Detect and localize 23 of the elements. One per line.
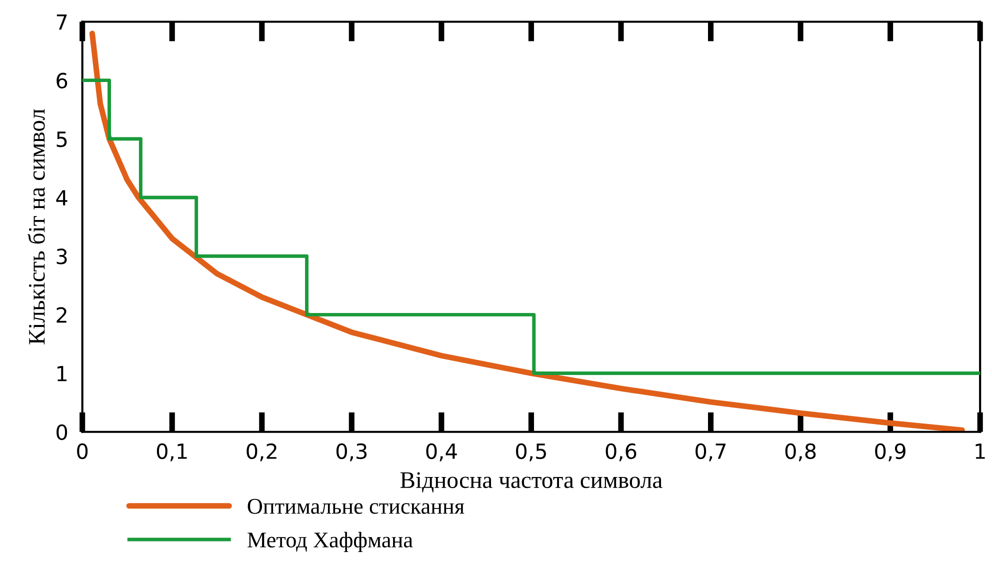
legend-label: Оптимальне стискання [248, 498, 464, 514]
y-tick-label: 7 [56, 14, 67, 30]
x-tick-label: 1 [976, 444, 985, 459]
x-tick-label: 0,7 [696, 443, 726, 462]
y-tick-label: 0 [56, 424, 68, 440]
y-axis-title: Кількість біт на символ [28, 109, 45, 344]
y-tick-label: 6 [56, 72, 68, 89]
x-tick-label: 0,9 [875, 443, 906, 462]
y-tick-label: 5 [56, 132, 67, 148]
x-tick-label: 0,1 [156, 443, 187, 462]
x-tick-label: 0,2 [246, 443, 276, 462]
x-tick-label: 0,3 [336, 443, 367, 462]
x-tick-label: 0,5 [516, 443, 546, 462]
y-tick-label: 2 [56, 307, 66, 323]
y-tick-label: 1 [57, 366, 67, 382]
y-tick-label: 3 [56, 248, 67, 264]
x-tick-label: 0,4 [426, 443, 457, 462]
y-tick-label: 4 [56, 190, 68, 206]
x-axis-title: Відносна частота символа [400, 472, 662, 492]
x-tick-label: 0,6 [606, 443, 636, 462]
legend-label: Метод Хаффмана [248, 532, 413, 552]
x-tick-label: 0,8 [785, 443, 816, 462]
x-tick-label: 0 [77, 443, 88, 460]
